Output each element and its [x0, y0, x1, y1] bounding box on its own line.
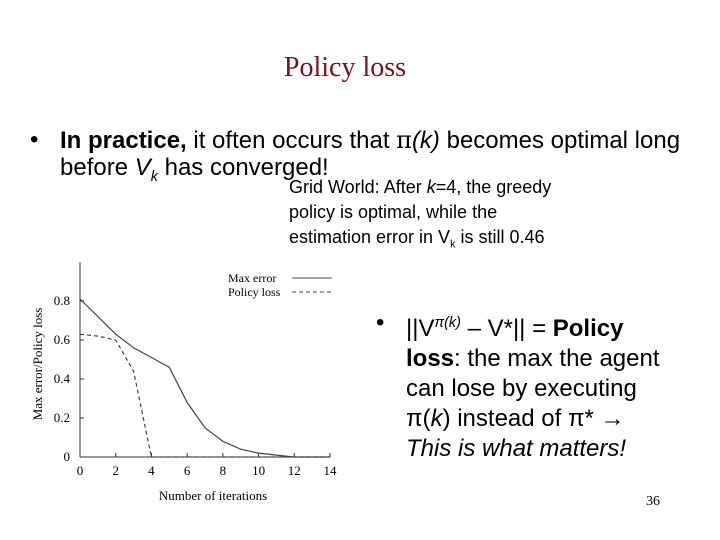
text-a: it often occurs that: [186, 127, 397, 154]
slide-title: Policy loss: [283, 52, 407, 83]
x-tick-label: 6: [184, 463, 191, 478]
x-tick-label: 0: [77, 463, 84, 478]
caption-line3-b: is still 0.46: [455, 227, 545, 247]
norm-open: ||V: [406, 315, 435, 342]
policy-line2: loss: the max the agent: [406, 344, 660, 374]
x-tick-label: 2: [112, 463, 119, 478]
chart-series: [79, 298, 330, 458]
x-tick-label: 8: [220, 463, 227, 478]
caption-k: k: [426, 177, 436, 197]
x-tick-label: 10: [252, 463, 265, 478]
k-var: k: [430, 405, 443, 432]
policy-line3: can lose by executing: [406, 375, 637, 402]
caption-line3: estimation error in Vk is still 0.46: [289, 225, 629, 258]
caption-line1-a: Grid World: After: [289, 177, 427, 197]
policy-word: Policy: [552, 315, 624, 342]
series-line-policy-loss: [79, 333, 330, 458]
loss-word: loss: [406, 345, 455, 372]
caption-line3-a: estimation error in V: [289, 227, 451, 247]
k-expr: (k): [411, 127, 440, 154]
legend-label: Policy loss: [228, 285, 281, 299]
caption-line2: policy is optimal, while the: [289, 202, 498, 222]
bullet-policy-loss-text: ||Vπ(k) – V*|| = Policy loss: the max th…: [406, 308, 660, 464]
x-tick-label: 4: [148, 463, 155, 478]
x-tick-label: 12: [288, 463, 301, 478]
text-b: becomes optimal long: [439, 127, 681, 154]
pi-star-text: ) instead of π* →: [442, 405, 625, 432]
y-tick-label: 0: [64, 449, 71, 464]
y-tick-label: 0.2: [54, 410, 70, 425]
caption-line1-b: =4, the greedy: [435, 177, 552, 197]
chart-axes: 0 2 4 6 8 10 12 14 0 0.2 0.4 0.6 0.8: [54, 262, 337, 478]
caption-line3-sub: k: [450, 238, 456, 251]
k-sub: k: [150, 168, 158, 185]
policy-line5: This is what matters!: [406, 435, 627, 462]
bold-prefix: In practice,: [60, 127, 187, 154]
convergence-chart: 0 2 4 6 8 10 12 14 0 0.2 0.4 0.6 0.8 Max errorPolicy…: [30, 262, 337, 503]
caption-line1: Grid World: After k=4, the greedy: [289, 175, 629, 200]
pi-k-sup: π(k): [434, 315, 461, 331]
bullet-practice-line1: In practice, it often occurs that π(k) b…: [60, 126, 680, 155]
y-tick-label: 0.8: [54, 293, 70, 308]
x-axis-label: Number of iterations: [159, 488, 267, 503]
norm-close: – V*|| =: [460, 315, 553, 342]
pi-open: π(: [406, 405, 431, 432]
line2-rest: : the max the agent: [454, 345, 660, 372]
bullet-practice-line2: before Vk has converged!: [60, 154, 329, 191]
policy-line4: π(k) instead of π* →: [406, 404, 660, 434]
policy-line1: ||Vπ(k) – V*|| = Policy: [406, 308, 660, 344]
bullet-dot: •: [30, 126, 39, 153]
chart-caption: Grid World: After k=4, the greedy policy…: [289, 175, 629, 258]
y-tick-label: 0.6: [54, 332, 71, 347]
series-line-max-error: [79, 298, 330, 458]
v-symbol: V: [134, 154, 151, 181]
y-tick-label: 0.4: [54, 371, 71, 386]
legend-label: Max error: [228, 271, 276, 285]
line2-a: before: [60, 154, 135, 181]
pi-symbol: π: [396, 126, 412, 154]
slide-number: 36: [646, 494, 660, 509]
bullet-dot: •: [376, 309, 385, 336]
line2-b: has converged!: [157, 154, 329, 181]
y-axis-label: Max error/Policy loss: [30, 308, 45, 421]
x-tick-label: 14: [324, 463, 338, 478]
